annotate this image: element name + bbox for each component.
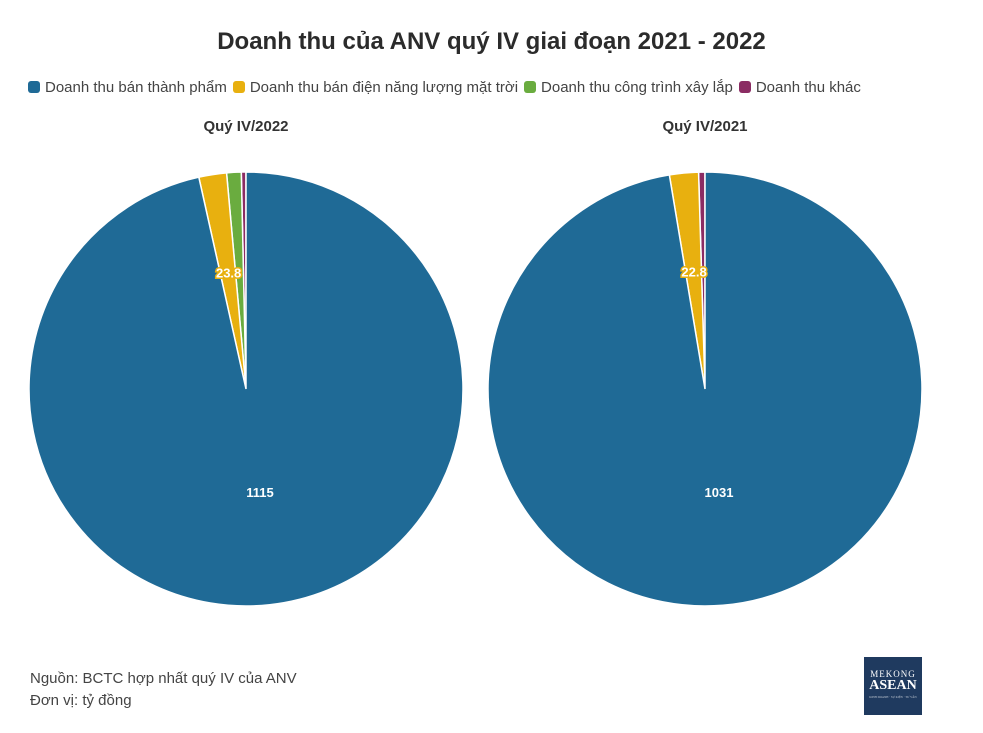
logo-line1: MEKONG: [870, 669, 916, 679]
legend-label: Doanh thu bán thành phẩm: [45, 78, 227, 96]
logo-line2: ASEAN: [869, 678, 917, 693]
pie-title: Quý IV/2021: [662, 118, 747, 135]
legend-swatch: [524, 81, 537, 93]
legend-label: Doanh thu khác: [755, 78, 861, 96]
slice-data-label: 22.8: [681, 265, 706, 280]
legend-label: Doanh thu công trình xây lắp: [541, 78, 733, 96]
legend-swatch: [738, 81, 751, 93]
legend-item-cong-trinh[interactable]: Doanh thu công trình xây lắp: [524, 79, 733, 96]
slice-data-label: 1115: [246, 485, 274, 500]
chart-title: Doanh thu của ANV quý IV giai đoạn 2021 …: [217, 28, 766, 55]
pie-0: Quý IV/2022 23.8 1115: [28, 118, 464, 607]
legend-item-dien-nang-luong[interactable]: Doanh thu bán điện năng lượng mặt trời: [232, 78, 519, 96]
pie-slice[interactable]: [28, 171, 464, 607]
pie-slice[interactable]: [487, 171, 923, 607]
legend-item-ban-thanh-pham[interactable]: Doanh thu bán thành phẩm: [28, 79, 227, 96]
logo-line3: KINH DOANH · SỰ KIỆN · TƯ VẤN: [869, 695, 917, 699]
legend-label: Doanh thu bán điện năng lượng mặt trời: [249, 78, 519, 96]
legend-item-khac[interactable]: Doanh thu khác: [738, 78, 861, 96]
mekong-asean-logo: MEKONG ASEAN KINH DOANH · SỰ KIỆN · TƯ V…: [864, 657, 922, 715]
source-note: Nguồn: BCTC hợp nhất quý IV của ANV: [30, 670, 297, 687]
slice-data-label: 23.8: [216, 266, 241, 281]
pie-title: Quý IV/2022: [203, 118, 288, 135]
legend-swatch: [232, 81, 245, 93]
unit-note: Đơn vị: tỷ đồng: [30, 692, 132, 709]
pie-1: Quý IV/2021 22.8 1031: [487, 118, 923, 607]
slice-data-label: 1031: [705, 485, 734, 500]
legend-swatch: [28, 81, 40, 93]
legend: Doanh thu bán thành phẩm Doanh thu bán đ…: [28, 77, 867, 97]
